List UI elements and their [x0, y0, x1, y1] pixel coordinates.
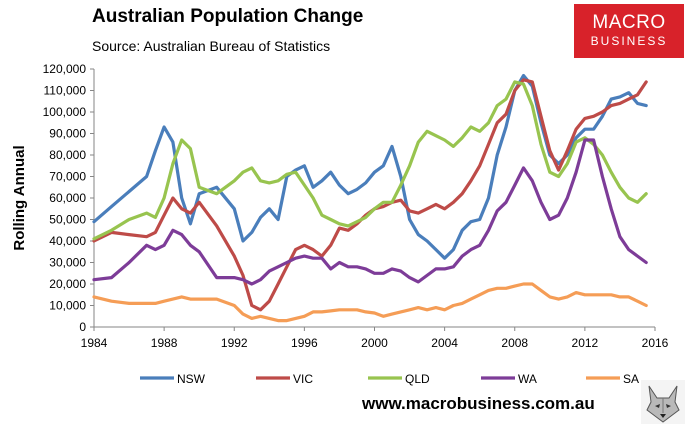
- y-tick-label: 50,000: [49, 213, 86, 227]
- y-tick-label: 80,000: [49, 148, 86, 162]
- x-tick-label: 2016: [642, 336, 669, 350]
- series-line-qld: [92, 80, 648, 241]
- series-line-sa: [92, 282, 648, 323]
- y-tick-label: 60,000: [49, 191, 86, 205]
- chart-legend: NSW VIC QLD WA SA: [140, 372, 639, 386]
- chart-axes: 0 10,000 20,000 30,000 40,000 50,000 60,000 70,…: [11, 62, 669, 350]
- y-tick-label: 30,000: [49, 256, 86, 270]
- y-tick-label: 110,000: [44, 84, 87, 98]
- chart-title: Australian Population Change: [92, 6, 364, 27]
- x-tick-label: 2000: [361, 336, 388, 350]
- chart-subtitle: Source: Australian Bureau of Statistics: [92, 38, 331, 54]
- y-tick-label: 100,000: [43, 105, 87, 119]
- x-tick-label: 2004: [431, 336, 458, 350]
- legend-label-vic: VIC: [293, 372, 313, 386]
- legend-label-wa: WA: [518, 372, 537, 386]
- legend-label-sa: SA: [623, 372, 639, 386]
- y-tick-label: 70,000: [49, 170, 86, 184]
- y-tick-label: 10,000: [49, 299, 86, 313]
- series-line-wa: [92, 138, 648, 286]
- wolf-icon: [641, 380, 685, 424]
- y-tick-label: 0: [79, 320, 86, 334]
- x-tick-label: 2008: [501, 336, 528, 350]
- logo-line2: BUSINESS: [590, 34, 668, 48]
- series-line-vic: [92, 78, 648, 312]
- y-tick-label: 120,000: [43, 62, 87, 76]
- x-tick-label: 1984: [81, 336, 108, 350]
- x-tick-label: 1992: [221, 336, 248, 350]
- x-tick-label: 2012: [572, 336, 599, 350]
- logo-line1: MACRO: [592, 12, 666, 33]
- legend-label-nsw: NSW: [177, 372, 206, 386]
- y-axis-label: Rolling Annual: [11, 145, 28, 250]
- macrobusiness-logo: MACRO BUSINESS: [574, 4, 684, 58]
- x-tick-label: 1988: [151, 336, 178, 350]
- website-url: www.macrobusiness.com.au: [362, 394, 595, 413]
- chart-series-lines: [92, 73, 648, 323]
- y-tick-label: 90,000: [49, 127, 86, 141]
- x-tick-label: 1996: [291, 336, 318, 350]
- y-tick-label: 40,000: [49, 234, 86, 248]
- y-tick-label: 20,000: [49, 277, 86, 291]
- legend-label-qld: QLD: [405, 372, 430, 386]
